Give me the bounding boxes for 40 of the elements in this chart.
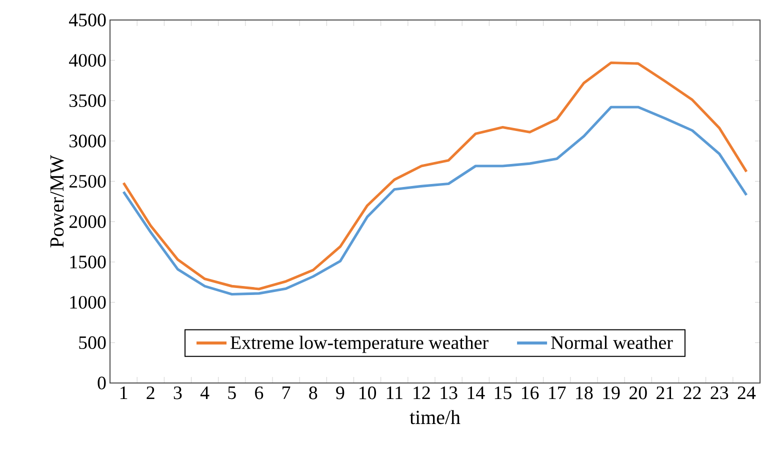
x-tick-label: 6 (255, 386, 264, 400)
y-tick-label: 4000 (69, 54, 106, 67)
y-tick-label: 2500 (69, 174, 106, 188)
x-tick-label: 1 (120, 386, 128, 399)
y-tick-label: 1000 (70, 296, 106, 309)
y-tick-label: 1500 (70, 256, 106, 268)
y-axis-title: Power/MW (50, 155, 64, 248)
x-tick-label: 3 (174, 386, 182, 400)
y-tick-label: 3500 (70, 94, 106, 108)
legend-label: Extreme low-temperature weather (230, 336, 488, 353)
x-tick-label: 17 (549, 386, 566, 399)
y-tick-label: 2000 (69, 215, 106, 228)
x-tick-label: 22 (684, 386, 701, 400)
x-tick-label: 10 (359, 386, 376, 400)
legend-label: Normal weather (551, 336, 673, 350)
y-tick-label: 3000 (70, 134, 106, 148)
x-tick-label: 20 (629, 386, 647, 400)
y-tick-label: 4500 (69, 14, 106, 26)
x-tick-label: 12 (414, 386, 430, 400)
y-tick-label: 0 (98, 376, 106, 390)
x-tick-label: 21 (656, 386, 674, 400)
x-tick-label: 8 (309, 386, 318, 400)
line-series (122, 106, 748, 296)
x-tick-label: 7 (282, 386, 290, 399)
x-tick-label: 23 (710, 386, 728, 400)
x-tick-label: 5 (228, 386, 236, 400)
x-tick-label: 18 (576, 386, 593, 400)
y-tick-label: 500 (79, 336, 106, 350)
x-axis-title: time/h (410, 410, 460, 424)
x-tick-label: 15 (494, 386, 512, 400)
x-tick-label: 16 (522, 386, 539, 400)
x-tick-label: 24 (738, 386, 756, 400)
x-tick-label: 9 (336, 386, 344, 400)
x-tick-label: 11 (386, 386, 402, 399)
x-tick-label: 4 (200, 386, 210, 399)
x-tick-label: 19 (603, 386, 620, 400)
x-tick-label: 2 (146, 386, 154, 400)
x-tick-label: 14 (468, 386, 485, 399)
x-tick-label: 13 (440, 386, 458, 400)
line-series (122, 61, 748, 290)
